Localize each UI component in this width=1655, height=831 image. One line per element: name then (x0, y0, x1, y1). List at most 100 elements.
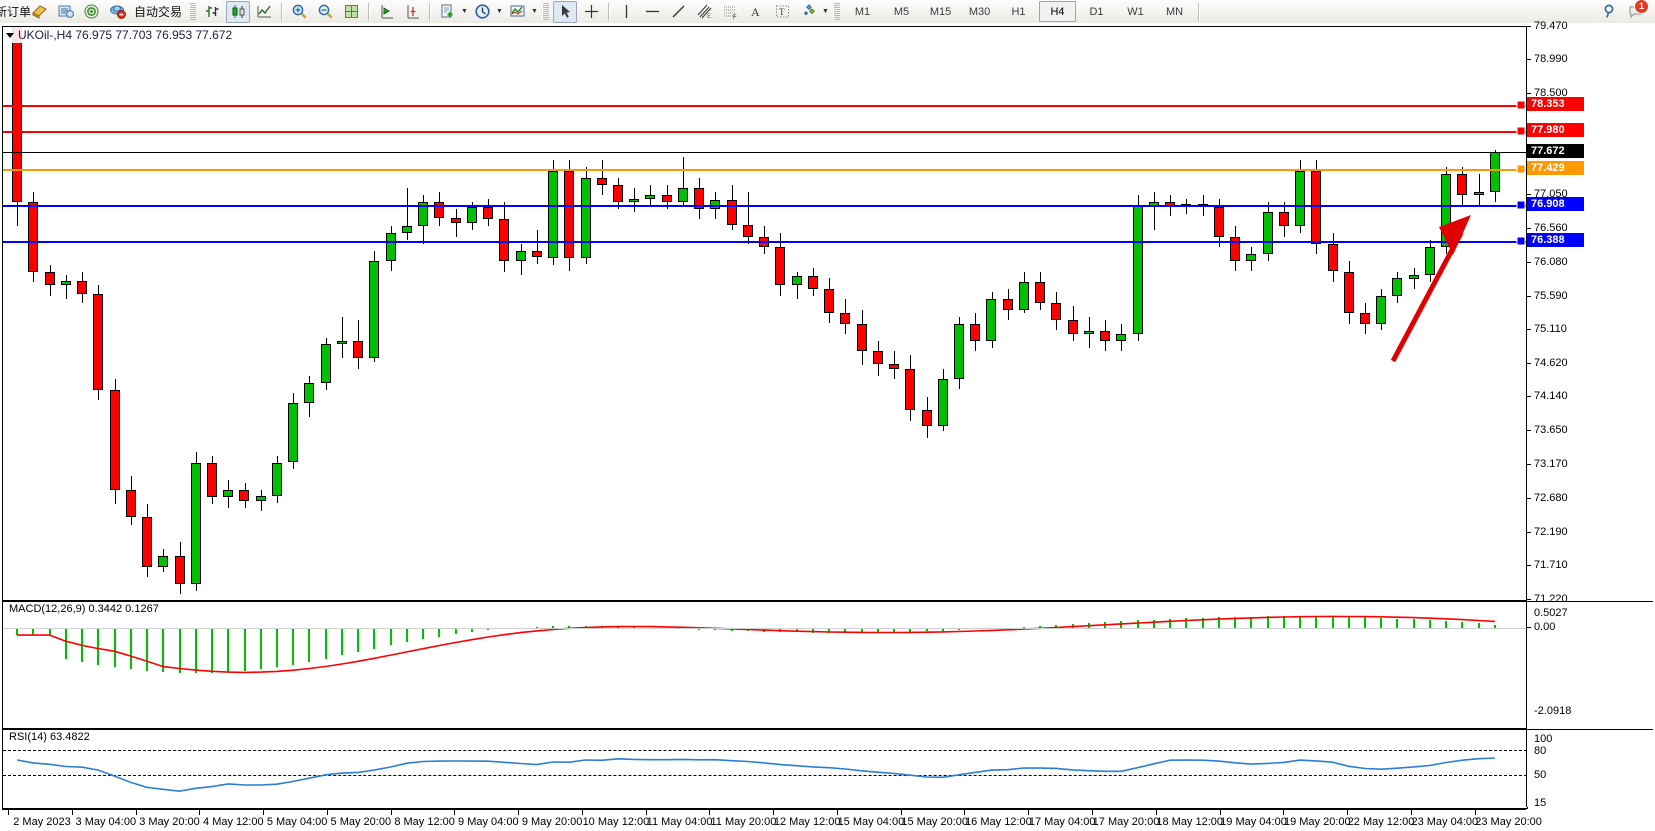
time-tick (1347, 810, 1348, 815)
price-pane[interactable]: UKOil-,H4 76.975 77.703 76.953 77.672 (2, 26, 1528, 601)
text-icon[interactable]: A (744, 1, 768, 23)
price-tag-resistance[interactable]: 77.980 (1527, 122, 1584, 137)
macd-tick-label: 0.00 (1534, 621, 1556, 633)
timeframe-m1[interactable]: M1 (854, 5, 871, 18)
rsi-line (16, 757, 1495, 793)
equidistant-channel-icon[interactable]: E (692, 1, 716, 23)
level-handle[interactable] (1516, 100, 1526, 110)
candle-body (1116, 334, 1127, 341)
indicators-dropdown[interactable]: ▼ (531, 8, 538, 15)
timeframe-m30[interactable]: M30 (968, 5, 991, 18)
candle-body (1035, 281, 1046, 303)
toolbar-separator (281, 2, 283, 21)
macd-histogram-bar (1331, 616, 1334, 628)
candle-body (807, 276, 818, 289)
objects-dropdown[interactable]: ▼ (822, 8, 829, 15)
objects-icon[interactable] (796, 1, 820, 23)
period-icon[interactable] (470, 1, 494, 23)
level-handle[interactable] (1516, 164, 1526, 174)
zoom-out-icon[interactable] (313, 1, 337, 23)
trendline-icon[interactable] (666, 1, 690, 23)
period-dropdown[interactable]: ▼ (496, 8, 503, 15)
candle-body (483, 206, 494, 220)
axis-tick-label: 73.650 (1534, 424, 1568, 437)
candle-body (775, 247, 786, 286)
level-handle[interactable] (1516, 200, 1526, 210)
search-icon[interactable] (1598, 1, 1622, 23)
macd-histogram-bar (1234, 616, 1237, 628)
macd-pane[interactable]: MACD(12,26,9) 0.3442 0.1267 (2, 601, 1528, 729)
hline-icon[interactable] (640, 1, 664, 23)
time-tick-label: 5 May 20:00 (330, 816, 392, 828)
zoom-in-icon[interactable] (287, 1, 311, 23)
vline-icon[interactable] (614, 1, 638, 23)
market-radar-icon[interactable] (79, 1, 103, 23)
chart-collapse-icon[interactable] (6, 33, 14, 39)
level-line-resistance-1[interactable] (3, 130, 1527, 133)
candle-body (677, 188, 688, 202)
macd-histogram-bar (162, 628, 165, 673)
candle-body (255, 495, 266, 501)
shift-start-icon[interactable] (374, 1, 398, 23)
toolbar-grip[interactable] (189, 3, 197, 20)
candle-body (1392, 278, 1403, 296)
time-tick-label: 18 May 12:00 (1156, 816, 1224, 828)
candle-body (1213, 206, 1224, 237)
level-line-pivot-3[interactable] (3, 168, 1527, 171)
shift-end-icon[interactable] (400, 1, 424, 23)
candle-body (1376, 295, 1387, 324)
timeframe-mn[interactable]: MN (1165, 5, 1184, 18)
new-order-button[interactable]: 新订单 (0, 1, 31, 23)
notification-icon[interactable]: 1 (1624, 0, 1649, 23)
macd-histogram-bar (1493, 624, 1496, 628)
new-chart-dropdown[interactable]: ▼ (461, 8, 468, 15)
timeframe-w1[interactable]: W1 (1127, 5, 1144, 18)
level-handle[interactable] (1516, 126, 1526, 135)
candle-body (726, 199, 737, 225)
text-label-icon[interactable]: T (770, 1, 794, 23)
price-tag-support[interactable]: 76.908 (1527, 196, 1584, 211)
new-chart-icon[interactable] (435, 1, 459, 23)
candle-body (28, 202, 39, 272)
rsi-pane[interactable]: RSI(14) 63.4822 (2, 729, 1528, 809)
level-line-resistance-0[interactable] (3, 104, 1527, 107)
timeframe-m15[interactable]: M15 (929, 5, 952, 18)
cursor-icon[interactable] (553, 0, 578, 23)
toolbar-grip-2[interactable] (542, 3, 550, 20)
crosshair-icon[interactable] (579, 1, 603, 23)
axis-tick-label: 71.710 (1534, 559, 1568, 571)
candle-body (44, 271, 55, 286)
timeframe-h1[interactable]: H1 (1011, 5, 1026, 18)
price-tag-pivot[interactable]: 77.429 (1527, 160, 1584, 175)
time-axis[interactable]: 2 May 2023 3 May 04:00 3 May 20:00 4 May 12… (2, 809, 1542, 831)
timeframe-h4[interactable]: H4 (1039, 1, 1077, 22)
level-handle[interactable] (1516, 236, 1526, 246)
autotrading-label[interactable]: 自动交易 (134, 5, 183, 19)
signals-icon[interactable] (53, 1, 77, 23)
price-axis[interactable]: 79.47078.99078.50077.98077.05076.56076.0… (1527, 20, 1653, 809)
candle-wick (341, 316, 343, 359)
indicators-icon[interactable] (505, 1, 529, 23)
timeframe-d1[interactable]: D1 (1089, 5, 1104, 18)
svg-text:T: T (779, 7, 785, 17)
price-tag-last-price[interactable]: 77.672 (1527, 143, 1584, 158)
fibonacci-icon[interactable]: F (718, 1, 742, 23)
timeframe-m5[interactable]: M5 (893, 5, 910, 18)
price-tag-support[interactable]: 76.388 (1527, 233, 1584, 248)
macd-histogram-bar (552, 626, 554, 628)
macd-histogram-bar (243, 628, 246, 672)
level-line-support-5[interactable] (3, 241, 1527, 244)
candle-body (1441, 174, 1452, 248)
toolbar-separator-5 (1198, 2, 1200, 21)
level-line-support-4[interactable] (3, 204, 1527, 207)
price-tag-resistance[interactable]: 78.353 (1527, 96, 1584, 111)
candle-body (531, 250, 542, 258)
expert-advisors-icon[interactable] (27, 1, 51, 23)
toolbar-grip-3[interactable] (833, 3, 841, 20)
autotrading-icon[interactable] (105, 1, 129, 23)
bar-chart-icon[interactable] (200, 1, 224, 23)
line-chart-icon[interactable] (252, 1, 276, 23)
candlestick-chart-icon[interactable] (226, 0, 251, 23)
tile-windows-icon[interactable] (339, 1, 363, 23)
last-price-line (3, 151, 1527, 153)
